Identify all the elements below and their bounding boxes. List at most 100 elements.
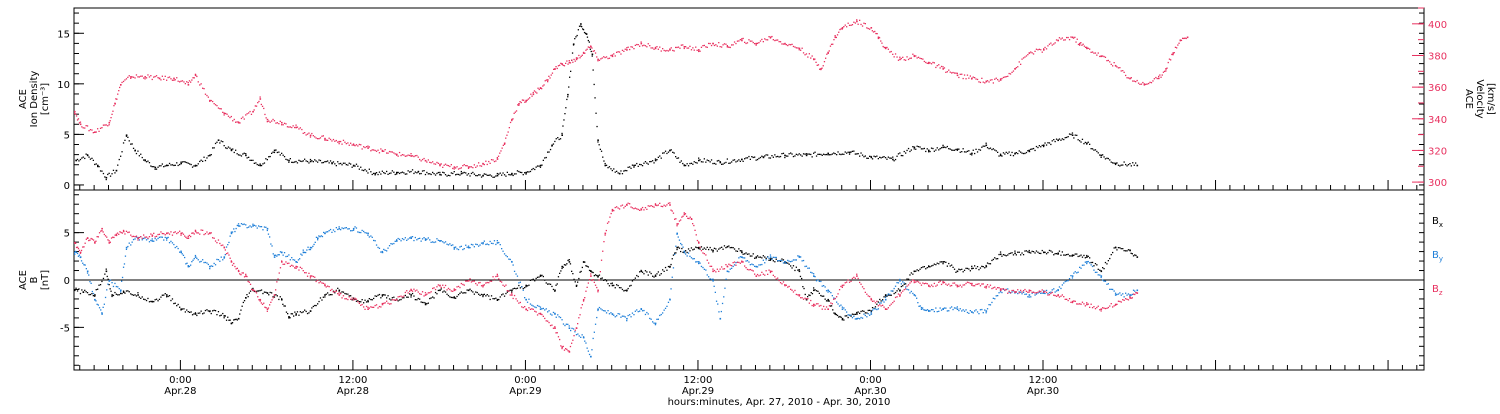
data-point xyxy=(375,244,378,246)
data-point xyxy=(518,302,520,304)
data-point xyxy=(610,212,612,215)
data-point xyxy=(272,297,274,299)
data-point xyxy=(672,151,674,153)
data-point xyxy=(544,309,546,311)
data-point xyxy=(863,156,865,158)
data-point xyxy=(741,251,743,254)
data-point xyxy=(327,285,329,287)
data-point xyxy=(324,161,326,163)
data-point xyxy=(876,308,878,311)
data-point xyxy=(640,208,643,211)
data-point xyxy=(219,242,221,245)
x-tick-label-date: Apr.29 xyxy=(682,386,714,397)
data-point xyxy=(609,216,611,218)
data-point xyxy=(414,155,416,157)
data-point xyxy=(1135,254,1137,257)
data-point xyxy=(329,294,332,296)
data-point xyxy=(236,267,238,269)
data-point xyxy=(375,172,378,174)
data-point xyxy=(456,173,458,175)
data-point xyxy=(586,36,589,38)
data-point xyxy=(227,316,229,318)
data-point xyxy=(495,275,497,278)
data-point xyxy=(488,244,490,246)
data-point xyxy=(420,160,422,162)
data-point xyxy=(894,158,897,161)
data-point xyxy=(890,290,892,292)
data-point xyxy=(237,121,240,124)
data-point xyxy=(915,148,917,150)
data-point xyxy=(304,132,306,134)
data-point xyxy=(509,258,511,261)
data-point xyxy=(325,160,327,163)
data-point xyxy=(966,74,969,76)
data-point xyxy=(1057,294,1059,296)
data-point xyxy=(186,262,188,264)
data-point xyxy=(1058,296,1061,298)
data-point xyxy=(814,151,816,153)
data-point xyxy=(574,38,576,40)
data-point xyxy=(157,77,159,79)
data-point xyxy=(749,268,751,271)
data-point xyxy=(933,310,935,313)
data-point xyxy=(271,292,273,294)
data-point xyxy=(325,293,327,295)
data-point xyxy=(367,234,369,236)
data-point xyxy=(871,309,874,311)
data-point xyxy=(1066,36,1068,39)
data-point xyxy=(716,268,718,270)
data-point xyxy=(109,288,111,290)
data-point xyxy=(466,165,468,167)
data-point xyxy=(340,229,342,231)
data-point xyxy=(544,80,546,82)
data-point xyxy=(808,302,810,304)
data-point xyxy=(925,61,927,64)
data-point xyxy=(315,160,317,162)
data-point xyxy=(751,269,753,271)
data-point xyxy=(348,228,350,230)
data-point xyxy=(89,281,91,283)
data-point xyxy=(516,287,519,289)
data-point xyxy=(420,293,422,295)
data-point xyxy=(554,290,556,292)
data-point xyxy=(535,311,537,313)
data-point xyxy=(998,292,1000,294)
data-point xyxy=(733,261,736,263)
data-point xyxy=(417,291,419,293)
data-point xyxy=(449,175,451,177)
data-point xyxy=(723,268,726,270)
data-point xyxy=(818,305,820,307)
data-point xyxy=(452,296,454,299)
data-point xyxy=(77,118,80,120)
data-point xyxy=(439,164,441,167)
data-point xyxy=(791,260,793,262)
data-point xyxy=(338,292,340,294)
data-point xyxy=(1068,278,1071,280)
data-point xyxy=(643,44,645,46)
data-point xyxy=(200,310,202,312)
data-point xyxy=(1077,255,1079,258)
data-point xyxy=(328,294,330,296)
data-point xyxy=(457,173,460,176)
data-point xyxy=(640,308,643,310)
data-point xyxy=(764,155,766,157)
data-point xyxy=(1068,133,1071,135)
data-point xyxy=(554,140,556,143)
data-point xyxy=(193,165,195,167)
data-point xyxy=(114,103,116,105)
data-point xyxy=(676,225,678,227)
data-point xyxy=(864,155,866,157)
data-point xyxy=(279,267,282,269)
data-point xyxy=(713,247,716,249)
data-point xyxy=(413,295,415,297)
data-point xyxy=(935,307,937,309)
data-point xyxy=(344,298,346,300)
data-point xyxy=(245,154,247,157)
data-point xyxy=(429,239,431,241)
data-point xyxy=(1081,264,1084,266)
data-point xyxy=(1064,39,1066,41)
data-point xyxy=(559,272,561,274)
data-point xyxy=(1053,254,1055,256)
data-point xyxy=(1041,289,1043,291)
data-point xyxy=(867,313,869,315)
